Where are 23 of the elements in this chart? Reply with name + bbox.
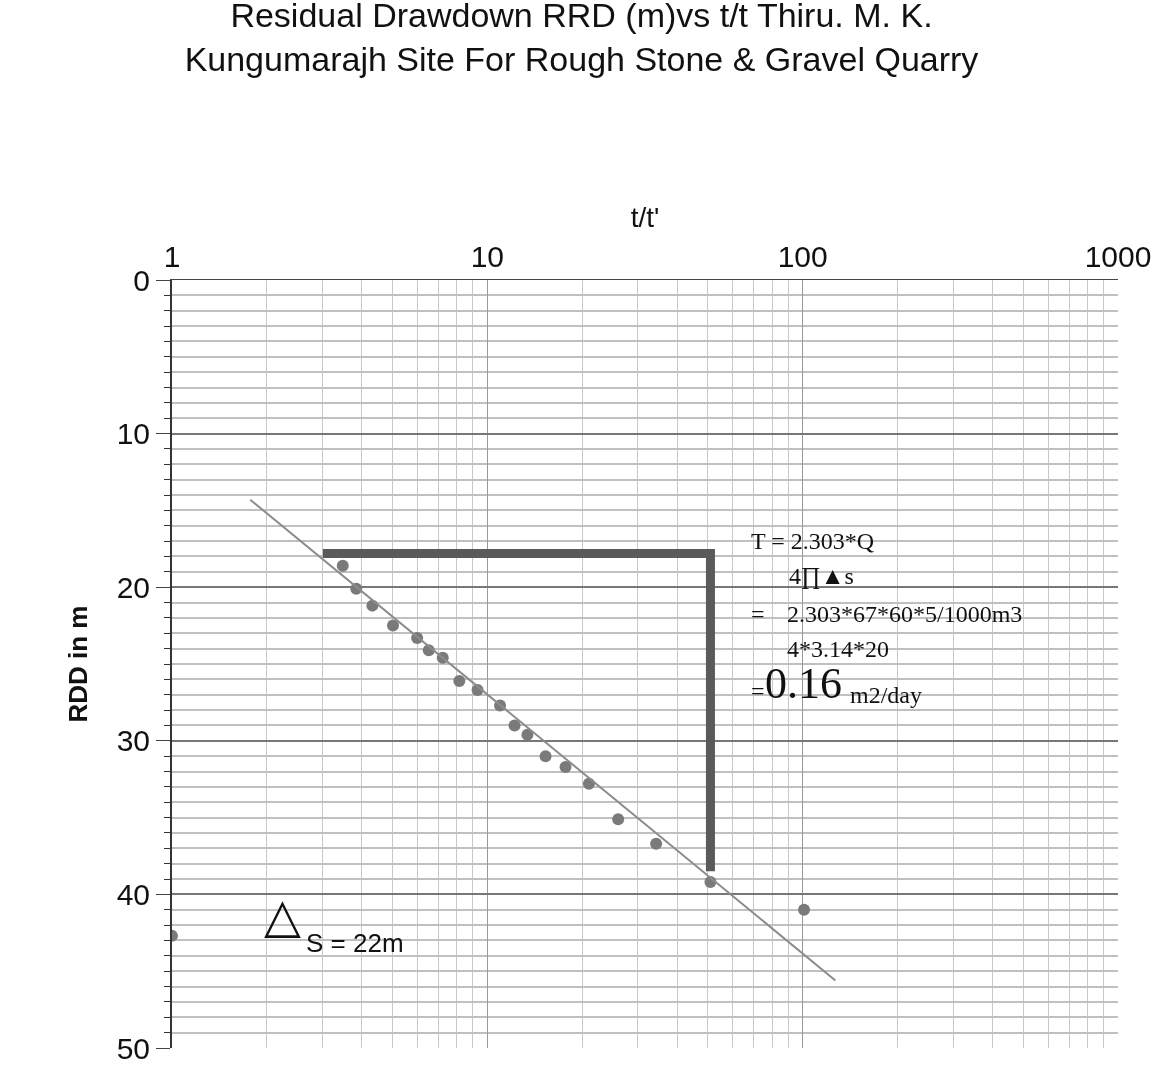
x-tick-label: 100 (777, 240, 828, 273)
y-tick-label: 0 (133, 263, 150, 297)
annotation: 4∏▲s (789, 563, 854, 589)
y-tick-label: 50 (116, 1031, 150, 1065)
annotation: 4*3.14*20 (787, 636, 889, 662)
y-axis-title: RDD in m (62, 605, 93, 723)
annotation: T = 2.303*Q (751, 528, 875, 554)
annotation: 2.303*67*60*5/1000m3 (787, 601, 1023, 627)
annotation: = (751, 678, 765, 704)
x-tick-label: 1 (163, 240, 181, 273)
x-tick-label: 10 (470, 240, 505, 273)
annotation: △ (264, 889, 301, 942)
x-axis-title: t/t' (630, 201, 660, 233)
y-tick-label: 10 (116, 417, 150, 451)
annotation: m2/day (850, 682, 922, 708)
y-tick-label: 40 (116, 877, 150, 911)
annotation: S = 22m (306, 928, 404, 958)
annotation: = (751, 601, 765, 627)
chart-title: Residual Drawdown RRD (m)vs t/t Thiru. M. K. Kungumarajh Site For Rough Stone & Gravel Quarry (184, 0, 979, 79)
annotation: 0.16 (765, 659, 842, 708)
x-tick-label: 1000 (1084, 240, 1152, 273)
y-tick-label: 20 (116, 570, 150, 604)
y-tick-label: 30 (116, 724, 150, 758)
